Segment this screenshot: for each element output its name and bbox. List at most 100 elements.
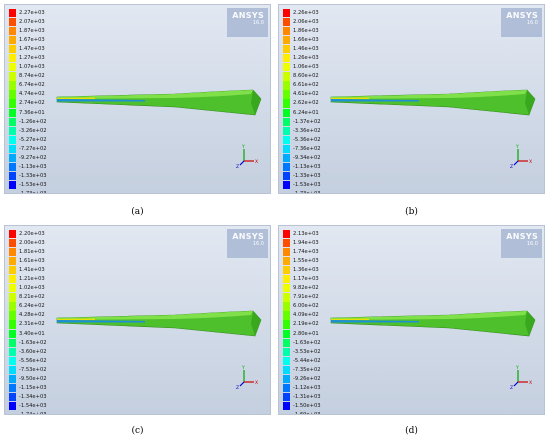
legend-swatch <box>283 45 290 54</box>
blade-root-highlight <box>57 97 95 99</box>
legend-swatch <box>283 99 290 108</box>
legend-swatch <box>283 180 290 190</box>
legend-swatch <box>283 338 290 347</box>
legend-row: 1.26e+03 <box>283 54 333 63</box>
legend-row: -7.35e+02 <box>283 365 333 375</box>
ansys-version: 16.0 <box>526 20 538 26</box>
blade-root-band <box>331 320 419 323</box>
legend-swatch <box>9 9 16 18</box>
legend-swatch <box>9 293 16 302</box>
colormap-legend: 2.20e+03 2.00e+03 1.81e+03 1.61e+03 1.41e+03… <box>9 230 59 414</box>
blade-contour <box>330 89 536 116</box>
legend-label: 1.66e+03 <box>293 37 319 44</box>
blade-contour <box>56 310 262 337</box>
legend-row: 1.21e+03 <box>9 275 59 284</box>
legend-swatch <box>283 356 290 365</box>
legend-row: 2.31e+02 <box>9 320 59 329</box>
ansys-logo: ANSYS 16.0 <box>227 229 268 258</box>
legend-row: -1.33e+03 <box>9 171 59 181</box>
legend-swatch <box>283 365 290 374</box>
legend-label: 1.36e+03 <box>293 267 319 274</box>
z-axis-line <box>513 381 519 387</box>
legend-swatch <box>283 302 290 311</box>
legend-row: 2.80e+01 <box>283 329 333 339</box>
legend-row: 1.55e+03 <box>283 257 333 266</box>
legend-swatch <box>9 257 16 266</box>
panel-caption-c: (c) <box>131 426 144 436</box>
legend-swatch <box>283 311 290 320</box>
blade-root-band <box>57 320 145 323</box>
y-axis-label: Y <box>241 144 245 150</box>
legend-label: 1.74e+03 <box>293 249 319 256</box>
legend-swatch <box>9 392 16 402</box>
legend-row: -1.73e+03 <box>9 190 59 194</box>
legend-row: -1.74e+03 <box>9 411 59 414</box>
legend-swatch <box>9 338 16 347</box>
z-axis-line <box>239 381 245 387</box>
legend-row: -9.26e+02 <box>283 374 333 384</box>
legend-swatch <box>9 63 16 72</box>
ansys-name: ANSYS <box>232 11 264 20</box>
legend-label: -3.53e+02 <box>293 348 321 355</box>
legend-row: 4.61e+02 <box>283 90 333 99</box>
legend-label: 2.19e+02 <box>293 321 319 328</box>
blade-contour <box>330 310 536 337</box>
legend-label: 8.21e+02 <box>19 294 45 301</box>
legend-label: 6.61e+02 <box>293 82 319 89</box>
legend-row: -3.26e+02 <box>9 126 59 136</box>
legend-label: -5.36e+02 <box>293 136 321 143</box>
legend-label: 1.67e+03 <box>19 37 45 44</box>
ansys-version: 16.0 <box>526 241 538 247</box>
legend-row: -7.27e+02 <box>9 144 59 154</box>
legend-row: 1.67e+03 <box>9 36 59 45</box>
legend-row: -1.63e+02 <box>283 338 333 348</box>
legend-label: 2.62e+02 <box>293 100 319 107</box>
legend-row: -1.34e+03 <box>9 392 59 402</box>
legend-label: -1.15e+03 <box>19 384 47 391</box>
legend-row: 2.20e+03 <box>9 230 59 239</box>
legend-row: 1.06e+03 <box>283 63 333 72</box>
legend-label: -1.73e+03 <box>19 190 47 194</box>
legend-label: -3.26e+02 <box>19 127 47 134</box>
legend-swatch <box>283 90 290 99</box>
legend-row: 6.24e+01 <box>283 108 333 118</box>
legend-swatch <box>9 81 16 90</box>
legend-swatch <box>9 401 16 411</box>
blade-top-surface <box>331 311 527 320</box>
y-axis-label: Y <box>241 365 245 371</box>
legend-label: -1.69e+03 <box>293 411 321 415</box>
legend-row: -5.36e+02 <box>283 135 333 145</box>
legend-swatch <box>283 27 290 36</box>
legend-label: -3.60e+02 <box>19 348 47 355</box>
legend-label: 1.41e+03 <box>19 267 45 274</box>
legend-label: 4.09e+02 <box>293 312 319 319</box>
legend-label: 2.20e+03 <box>19 231 45 237</box>
legend-label: 1.26e+03 <box>293 55 319 62</box>
legend-row: -1.50e+03 <box>283 401 333 411</box>
legend-swatch <box>283 171 290 181</box>
legend-label: -1.13e+03 <box>293 163 321 170</box>
legend-row: -1.31e+03 <box>283 392 333 402</box>
legend-swatch <box>283 401 290 411</box>
legend-row: 1.46e+03 <box>283 45 333 54</box>
legend-row: -1.63e+02 <box>9 338 59 348</box>
legend-label: 7.91e+02 <box>293 294 319 301</box>
x-axis-label: X <box>255 159 258 165</box>
legend-label: 6.74e+02 <box>19 82 45 89</box>
ansys-name: ANSYS <box>232 232 264 241</box>
legend-swatch <box>9 171 16 181</box>
legend-row: 7.91e+02 <box>283 293 333 302</box>
legend-label: -7.35e+02 <box>293 366 321 373</box>
legend-label: -5.44e+02 <box>293 357 321 364</box>
legend-row: 2.00e+03 <box>9 239 59 248</box>
legend-label: -3.36e+02 <box>293 127 321 134</box>
legend-swatch <box>9 180 16 190</box>
legend-row: -1.37e+02 <box>283 117 333 127</box>
legend-row: -1.26e+02 <box>9 117 59 127</box>
legend-swatch <box>9 248 16 257</box>
legend-swatch <box>9 374 16 383</box>
legend-label: 1.02e+03 <box>19 285 45 292</box>
legend-row: 1.36e+03 <box>283 266 333 275</box>
legend-row: 1.86e+03 <box>283 27 333 36</box>
legend-row: -1.15e+03 <box>9 383 59 393</box>
